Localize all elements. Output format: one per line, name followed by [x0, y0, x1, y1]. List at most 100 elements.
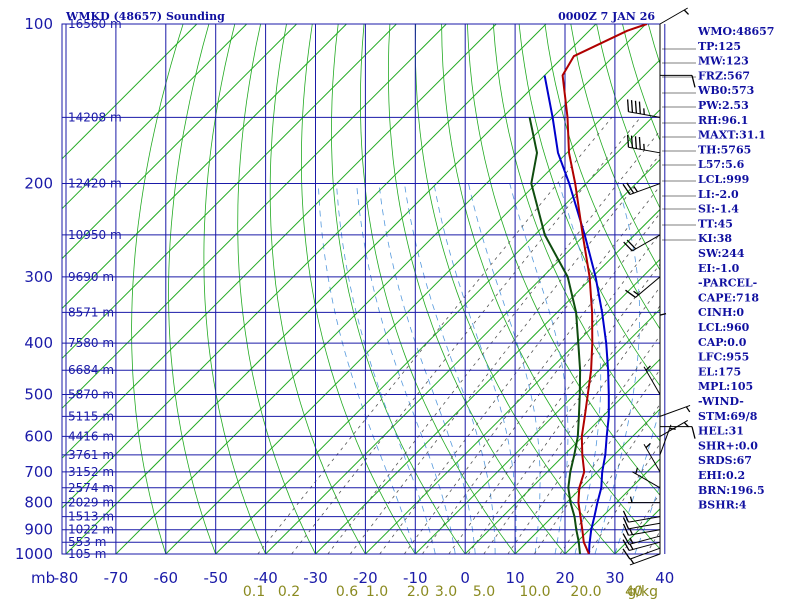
mixing-ratio-label: 2.0	[407, 584, 429, 600]
pressure-tick-label: 1000	[15, 545, 53, 563]
stat-line: EHI:0.2	[698, 469, 745, 482]
isotherm	[62, 24, 447, 409]
temperature-tick-label: 20	[555, 569, 574, 587]
wind-barb	[622, 510, 661, 523]
pressure-tick-label: 700	[24, 463, 53, 481]
isotherm	[564, 458, 660, 554]
mixing-ratio-line	[533, 368, 660, 554]
wind-barb	[660, 426, 696, 439]
wind-barb	[659, 404, 691, 417]
isotherm	[62, 24, 198, 160]
title-time: 0000Z 7 JAN 26	[558, 10, 655, 23]
wind-barb	[622, 533, 661, 545]
height-label: 12420 m	[68, 177, 122, 191]
mixing-ratio-line	[483, 305, 660, 554]
pressure-tick-label: 600	[24, 427, 53, 445]
pressure-tick-label: 100	[24, 15, 53, 33]
stat-line: -PARCEL-	[698, 277, 757, 290]
temperature-tick-label: 30	[605, 569, 624, 587]
height-label: 16560 m	[68, 17, 122, 31]
mixing-ratio-line	[379, 185, 660, 554]
stat-line: FRZ:567	[698, 69, 750, 82]
pressure-tick-label: 200	[24, 175, 53, 193]
dewpoint-trace	[528, 117, 582, 554]
pressure-tick-label: 400	[24, 334, 53, 352]
wind-barb	[659, 311, 667, 344]
stat-line: PW:2.53	[698, 99, 749, 112]
wind-barb	[622, 182, 661, 195]
stat-line: L57:5.6	[698, 158, 745, 171]
moist-adiabat	[634, 484, 660, 554]
stat-line: MPL:105	[698, 380, 753, 393]
height-label: 2574 m	[68, 481, 114, 495]
height-label: 14208 m	[68, 110, 122, 124]
moist-adiabat	[509, 183, 569, 554]
mixing-ratio-label: 3.0	[435, 584, 457, 600]
stat-line: TT:45	[698, 217, 733, 230]
isotherm	[62, 24, 497, 459]
wind-barb	[659, 7, 690, 25]
stat-line: TP:125	[698, 40, 741, 53]
stat-line: LCL:960	[698, 321, 750, 334]
height-label: 8571 m	[68, 305, 114, 319]
parcel-trace	[543, 75, 610, 554]
wind-barb	[622, 517, 661, 530]
wind-barb	[626, 99, 661, 118]
moist-adiabat	[468, 183, 541, 554]
mixing-ratio-unit: g/kg	[627, 584, 658, 600]
height-label: 3152 m	[68, 465, 114, 479]
wind-barb	[643, 442, 661, 473]
mixing-ratio-label: 20.0	[570, 584, 601, 600]
temperature-tick-label: -70	[104, 569, 129, 587]
stat-line: WB0:573	[697, 84, 754, 97]
stat-line: BRN:196.5	[698, 484, 765, 497]
wind-barb	[632, 467, 661, 489]
isotherm	[464, 358, 660, 554]
wind-barb	[626, 134, 661, 154]
stat-line: MAXT:31.1	[698, 129, 766, 142]
height-label: 1022 m	[68, 523, 114, 537]
pressure-unit-label: mb	[31, 569, 55, 587]
height-label: 5115 m	[68, 409, 114, 423]
isotherm	[62, 24, 397, 359]
stat-line: CAPE:718	[698, 291, 759, 304]
height-label: 10950 m	[68, 228, 122, 242]
mixing-ratio-line	[349, 153, 660, 554]
temperature-tick-label: -10	[403, 569, 428, 587]
stat-line: SRDS:67	[698, 454, 752, 467]
stat-line: SW:244	[698, 247, 745, 260]
isotherm	[365, 259, 660, 554]
sounding-profiles	[528, 24, 648, 554]
stat-line: RH:96.1	[698, 114, 748, 127]
wind-barb	[622, 523, 661, 536]
height-label: 4416 m	[68, 429, 114, 443]
isotherm	[62, 24, 297, 259]
stat-line: EL:175	[698, 365, 741, 378]
height-label: 553 m	[68, 535, 106, 549]
wind-barb	[643, 365, 661, 395]
pressure-tick-label: 500	[24, 386, 53, 404]
mixing-ratio-label: 0.2	[278, 584, 300, 600]
isotherm	[315, 209, 660, 554]
title-station: WMKD (48657) Sounding	[65, 10, 225, 23]
stat-line: KI:38	[698, 232, 732, 245]
pressure-tick-label: 300	[24, 268, 53, 286]
mixing-ratio-line	[291, 117, 641, 554]
stat-line: TH:5765	[698, 143, 751, 156]
height-label: 3761 m	[68, 448, 114, 462]
stat-line: EI:-1.0	[698, 262, 740, 275]
grid-lines	[61, 23, 666, 555]
stat-line: LCL:999	[698, 173, 749, 186]
mixing-ratio-line	[467, 286, 660, 554]
stat-line: -WIND-	[698, 395, 744, 408]
isotherm	[414, 308, 660, 554]
isotherm	[65, 24, 597, 554]
wind-barb-column	[622, 7, 696, 566]
temperature-tick-label: 40	[655, 569, 674, 587]
stat-line: LFC:955	[698, 351, 749, 364]
moist-adiabat	[378, 183, 476, 554]
wind-barb	[628, 496, 660, 504]
